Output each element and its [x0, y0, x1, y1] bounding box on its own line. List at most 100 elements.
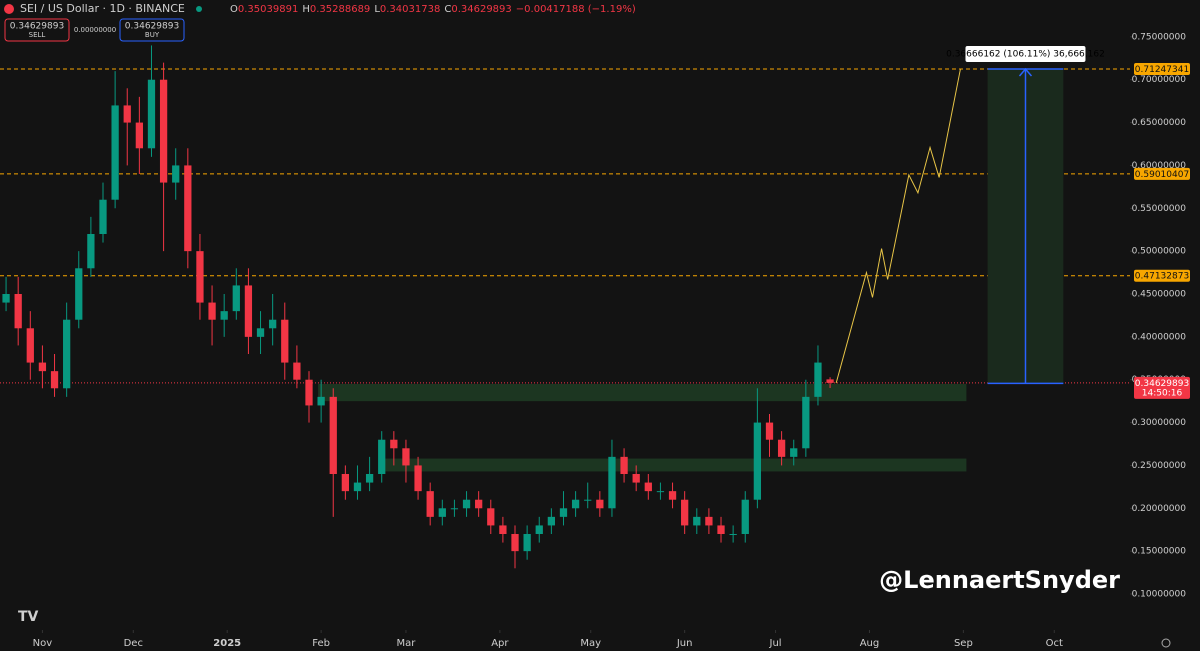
spread: 0.00000000	[74, 26, 116, 34]
candle-body	[584, 499, 592, 501]
buy-price: 0.34629893	[125, 22, 179, 32]
x-tick-label: Apr	[491, 638, 509, 649]
ohlc: O0.35039891 H0.35288689 L0.34031738 C0.3462…	[230, 4, 636, 15]
logo: TV	[18, 609, 39, 625]
x-tick-label: Feb	[312, 638, 330, 649]
candle-body	[668, 491, 677, 500]
candle-body	[656, 491, 665, 493]
y-tick-label: 0.25000000	[1132, 461, 1187, 471]
candle-body	[378, 439, 386, 474]
symbol-icon	[4, 4, 14, 14]
candle-body	[705, 516, 713, 526]
y-tick-label: 0.40000000	[1132, 332, 1187, 342]
level-label: 0.47132873	[1135, 272, 1189, 282]
candle-body	[256, 328, 265, 337]
candle-body	[620, 456, 628, 474]
candle-body	[741, 499, 749, 534]
ohlc-letter: C	[444, 4, 451, 15]
candle-body	[159, 79, 168, 183]
sell-price: 0.34629893	[10, 22, 64, 32]
status-dot	[196, 6, 202, 12]
x-tick-label: May	[580, 638, 601, 649]
settings-icon[interactable]	[1161, 638, 1171, 648]
candle-body	[172, 165, 180, 183]
symbol: SEI / US Dollar · 1D · BINANCE	[20, 2, 185, 15]
candle-body	[317, 396, 325, 406]
candle-body	[717, 525, 725, 534]
candle-body	[281, 319, 289, 363]
ohlc-letter: H	[302, 4, 310, 15]
buy-label: BUY	[145, 31, 160, 39]
level-label-box	[1134, 63, 1190, 76]
candle-body	[475, 499, 483, 509]
candle-body	[269, 319, 277, 329]
buy-button[interactable]	[119, 18, 185, 42]
x-tick-label: Aug	[860, 638, 880, 649]
y-tick-label: 0.55000000	[1132, 204, 1187, 214]
candle-body	[353, 482, 362, 492]
candle-body	[196, 251, 204, 303]
x-tick-label: Jul	[769, 638, 782, 649]
y-tick-label: 0.15000000	[1132, 547, 1187, 557]
measure-label-box	[965, 46, 1086, 62]
candle-body	[450, 508, 459, 510]
candle-body	[571, 499, 580, 509]
price-label: 0.34629893	[1135, 379, 1189, 389]
level-label-box	[1134, 269, 1190, 282]
level-label: 0.71247341	[1135, 65, 1189, 75]
ohlc-value: 0.35039891	[238, 4, 298, 15]
x-tick-label: 2025	[213, 638, 241, 649]
sell-label: SELL	[29, 31, 46, 39]
change: −0.00417188 (−1.19%)	[516, 4, 636, 15]
candle-body	[559, 508, 568, 517]
y-tick-label: 0.30000000	[1132, 418, 1187, 428]
candle-body	[644, 482, 652, 492]
y-tick-label: 0.10000000	[1132, 590, 1187, 600]
x-tick-label: Dec	[124, 638, 143, 649]
zone	[378, 458, 967, 472]
candle-body	[765, 422, 774, 440]
candle-body	[123, 105, 131, 123]
candle-body	[305, 379, 313, 406]
plot-area	[0, 45, 1130, 569]
y-tick-label: 0.70000000	[1132, 75, 1187, 85]
level-label: 0.59010407	[1135, 170, 1189, 180]
ohlc-value: 0.34629893	[451, 4, 511, 15]
candle-body	[608, 456, 616, 509]
candle-body	[75, 268, 83, 320]
candle-body	[426, 491, 434, 517]
x-tick-label: Jun	[676, 638, 693, 649]
candle-body	[511, 534, 519, 552]
candle-body	[135, 122, 143, 149]
y-tick-label: 0.20000000	[1132, 504, 1187, 514]
candle-body	[87, 234, 95, 269]
candle-body	[99, 199, 107, 234]
price-label-box	[1134, 376, 1190, 399]
candle-body	[535, 525, 543, 534]
candle-body	[390, 439, 398, 449]
y-tick-label: 0.60000000	[1132, 161, 1187, 171]
ohlc-letter: L	[374, 4, 380, 15]
candle-body	[487, 508, 495, 526]
candle-body	[681, 499, 689, 526]
candle-body	[790, 448, 798, 457]
candle-body	[14, 294, 22, 329]
candle-body	[184, 165, 192, 252]
candle-body	[244, 285, 253, 337]
candle-body	[38, 362, 47, 372]
level-label-box	[1134, 167, 1190, 180]
candle-body	[414, 465, 422, 492]
candle-body	[2, 294, 10, 303]
sell-button[interactable]	[4, 18, 70, 42]
zone	[318, 384, 967, 402]
candle-body	[111, 105, 119, 200]
ohlc-letter: O	[230, 4, 238, 15]
candle-body	[402, 448, 410, 466]
candle-body	[753, 422, 762, 500]
candle-body	[462, 499, 471, 509]
y-tick-label: 0.75000000	[1132, 32, 1187, 42]
x-tick-label: Sep	[954, 638, 973, 649]
measure-label: 0.36666162 (106.11%) 36,666,162	[946, 50, 1105, 60]
x-tick-label: Oct	[1046, 638, 1063, 649]
